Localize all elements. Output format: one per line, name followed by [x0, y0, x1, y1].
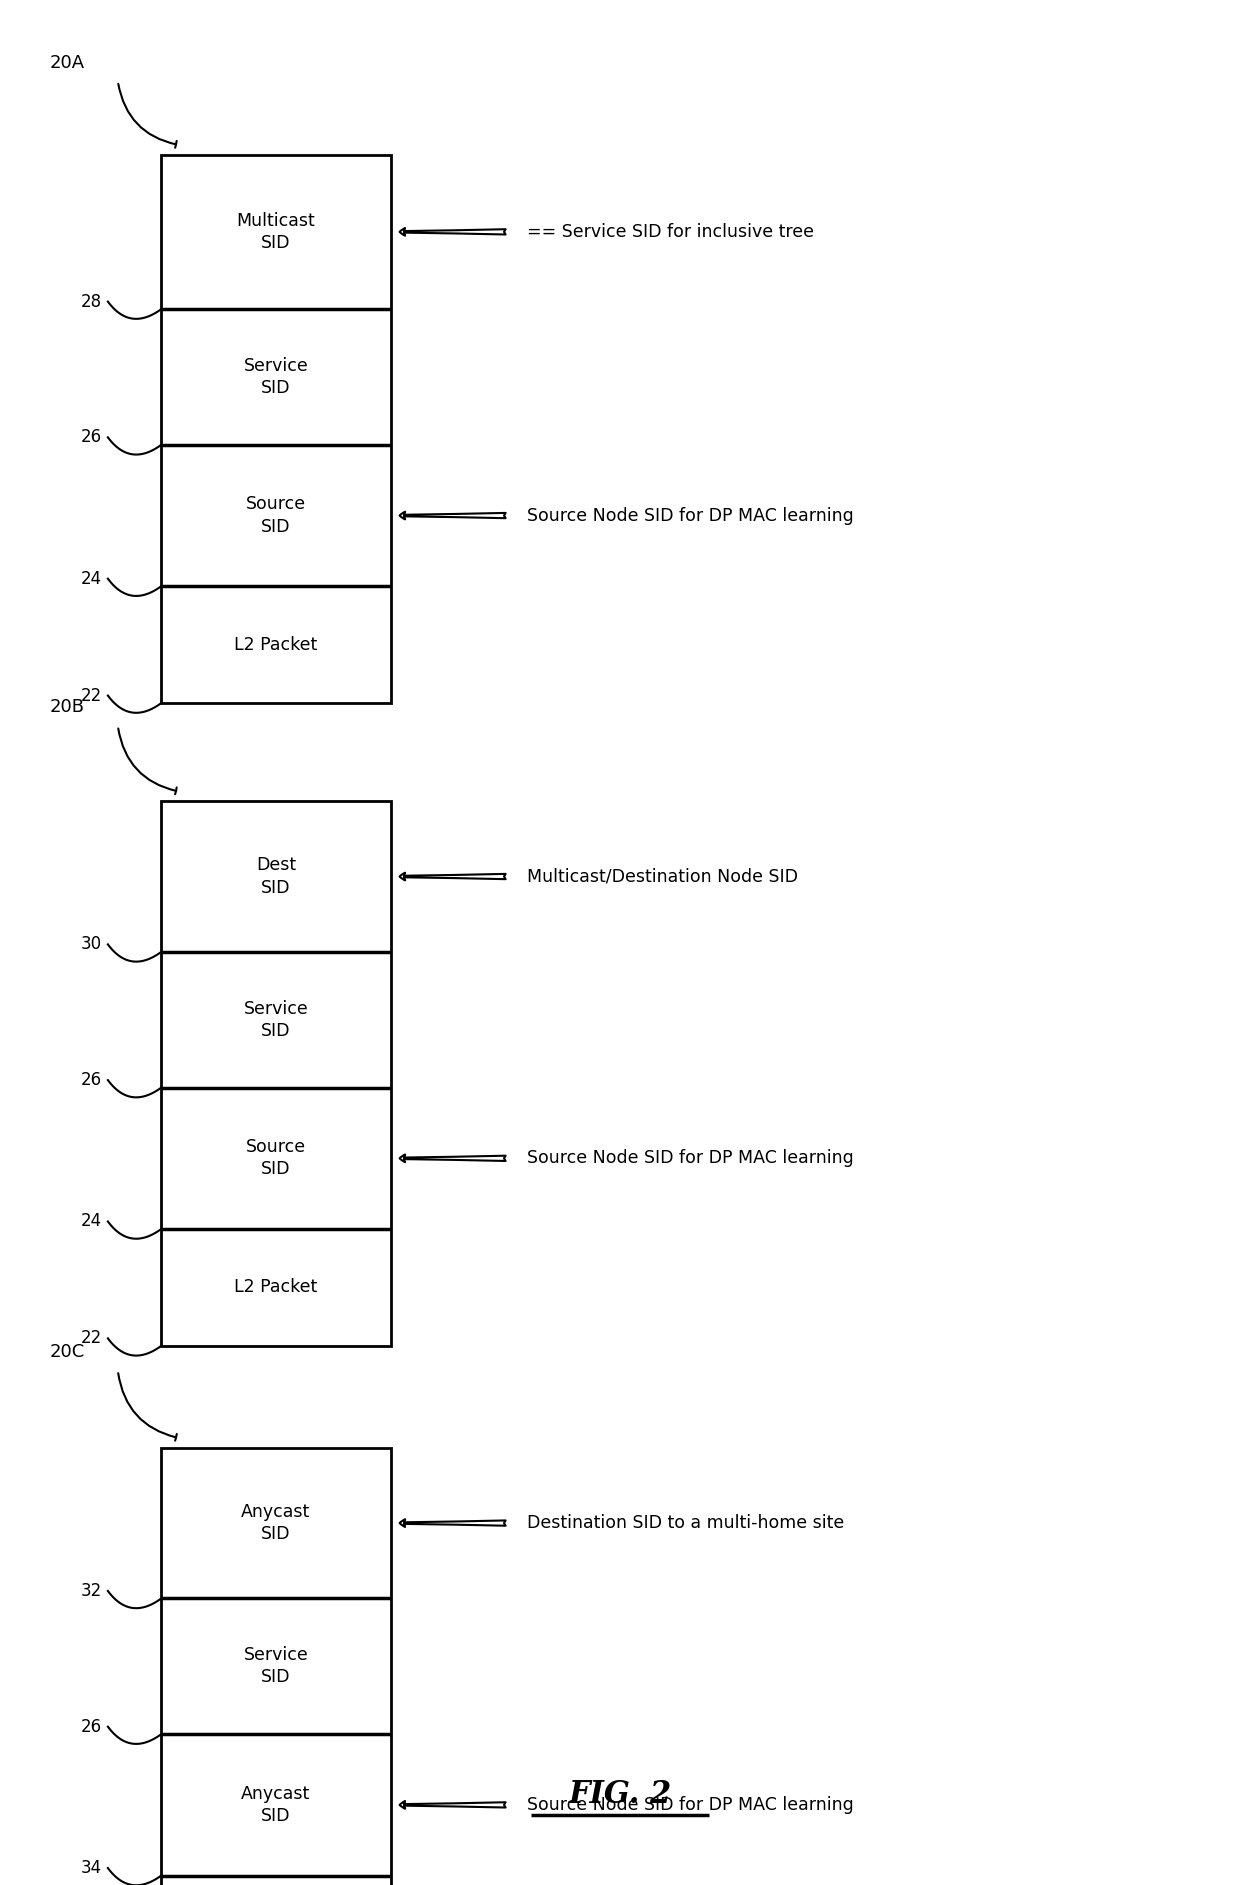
Text: 34: 34 — [81, 1859, 102, 1877]
Text: 24: 24 — [81, 569, 102, 588]
Text: 30: 30 — [81, 935, 102, 954]
FancyBboxPatch shape — [161, 155, 391, 703]
Text: 20A: 20A — [50, 53, 84, 72]
Text: 26: 26 — [81, 1717, 102, 1736]
FancyBboxPatch shape — [161, 801, 391, 1346]
Text: Multicast
SID: Multicast SID — [237, 211, 315, 253]
Text: L2 Packet: L2 Packet — [234, 1278, 317, 1297]
Text: Anycast
SID: Anycast SID — [242, 1785, 310, 1825]
FancyBboxPatch shape — [161, 1448, 391, 1885]
Text: Multicast/Destination Node SID: Multicast/Destination Node SID — [527, 867, 799, 886]
Text: 26: 26 — [81, 428, 102, 447]
Text: Service
SID: Service SID — [243, 356, 309, 398]
Text: 20C: 20C — [50, 1342, 84, 1361]
Text: 20B: 20B — [50, 697, 84, 716]
Text: Destination SID to a multi-home site: Destination SID to a multi-home site — [527, 1514, 844, 1533]
Text: Anycast
SID: Anycast SID — [242, 1502, 310, 1544]
Text: 32: 32 — [81, 1582, 102, 1600]
Text: 26: 26 — [81, 1071, 102, 1090]
Text: 28: 28 — [81, 292, 102, 311]
Text: L2 Packet: L2 Packet — [234, 635, 317, 654]
Text: Source
SID: Source SID — [246, 1139, 306, 1178]
Text: Source Node SID for DP MAC learning: Source Node SID for DP MAC learning — [527, 1150, 854, 1167]
Text: Source Node SID for DP MAC learning: Source Node SID for DP MAC learning — [527, 507, 854, 524]
Text: 22: 22 — [81, 1329, 102, 1348]
Text: 24: 24 — [81, 1212, 102, 1231]
Text: 22: 22 — [81, 686, 102, 705]
Text: Source Node SID for DP MAC learning: Source Node SID for DP MAC learning — [527, 1796, 854, 1813]
Text: FIG. 2: FIG. 2 — [568, 1779, 672, 1810]
Text: Service
SID: Service SID — [243, 999, 309, 1041]
Text: Service
SID: Service SID — [243, 1646, 309, 1687]
Text: == Service SID for inclusive tree: == Service SID for inclusive tree — [527, 222, 813, 241]
Text: Dest
SID: Dest SID — [255, 856, 296, 897]
Text: Source
SID: Source SID — [246, 496, 306, 535]
